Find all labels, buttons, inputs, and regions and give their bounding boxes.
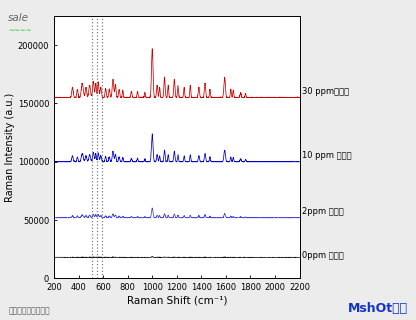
Text: 0ppm 糖精钉: 0ppm 糖精钉 xyxy=(302,251,344,260)
Text: 10 ppm 糖精钉: 10 ppm 糖精钉 xyxy=(302,151,352,160)
Y-axis label: Raman Intensity (a.u.): Raman Intensity (a.u.) xyxy=(5,92,15,202)
Text: MshOt明美: MshOt明美 xyxy=(347,302,408,315)
Text: sale: sale xyxy=(8,13,29,23)
Text: ∼∼∼∼: ∼∼∼∼ xyxy=(8,27,32,33)
Text: 30 ppm糖精钉: 30 ppm糖精钉 xyxy=(302,87,349,96)
X-axis label: Raman Shift (cm⁻¹): Raman Shift (cm⁻¹) xyxy=(126,295,227,305)
Text: 2ppm 糖精钉: 2ppm 糖精钉 xyxy=(302,207,344,216)
Text: 加标糖精钉检测谱图: 加标糖精钉检测谱图 xyxy=(8,306,50,315)
